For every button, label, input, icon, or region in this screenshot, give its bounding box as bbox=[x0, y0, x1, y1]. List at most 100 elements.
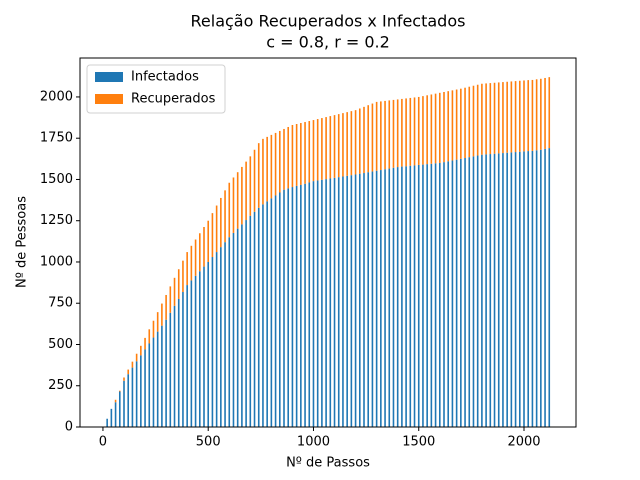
bar bbox=[527, 80, 530, 152]
bar bbox=[329, 116, 332, 179]
bar bbox=[278, 130, 281, 193]
bar bbox=[401, 166, 403, 428]
bar bbox=[224, 242, 226, 427]
bar bbox=[249, 156, 252, 216]
bar bbox=[371, 171, 374, 427]
x-tick-label: 500 bbox=[196, 435, 221, 450]
bar bbox=[401, 98, 403, 167]
bar bbox=[253, 149, 256, 212]
bar bbox=[375, 101, 378, 171]
bar bbox=[203, 226, 205, 267]
bar bbox=[291, 187, 294, 427]
bar bbox=[110, 408, 113, 427]
bar bbox=[451, 90, 454, 161]
bar bbox=[502, 82, 504, 154]
y-tick-label: 250 bbox=[48, 378, 73, 393]
bar bbox=[535, 79, 538, 151]
bar bbox=[531, 150, 534, 428]
bar bbox=[325, 117, 327, 180]
plot-frame bbox=[79, 57, 577, 428]
y-tick-label: 1250 bbox=[40, 213, 73, 228]
bar bbox=[283, 189, 285, 427]
bar bbox=[380, 170, 382, 427]
bar bbox=[531, 79, 534, 151]
bar bbox=[460, 88, 462, 159]
bar bbox=[460, 158, 462, 427]
bar bbox=[131, 361, 134, 368]
bar bbox=[241, 166, 243, 225]
bar bbox=[371, 103, 374, 172]
bar bbox=[367, 172, 370, 427]
y-tick-label: 1750 bbox=[40, 131, 73, 146]
bar bbox=[182, 260, 184, 293]
bar bbox=[506, 81, 508, 153]
bar bbox=[497, 82, 500, 154]
bar bbox=[405, 98, 407, 167]
bar bbox=[131, 367, 134, 427]
bar bbox=[140, 355, 142, 427]
bar bbox=[523, 80, 525, 152]
bar bbox=[502, 153, 504, 427]
bar bbox=[161, 303, 163, 326]
bar bbox=[257, 143, 260, 208]
bar bbox=[417, 96, 420, 165]
bar bbox=[241, 224, 243, 427]
bar bbox=[249, 215, 252, 427]
bar bbox=[468, 86, 471, 158]
bar bbox=[308, 121, 311, 183]
bar bbox=[417, 164, 420, 428]
y-tick-label: 500 bbox=[48, 337, 73, 352]
bar bbox=[308, 182, 311, 427]
bar bbox=[544, 148, 546, 427]
bar bbox=[304, 122, 306, 184]
bar bbox=[333, 177, 336, 427]
y-tick-label: 2000 bbox=[40, 89, 73, 104]
y-tick-label: 1500 bbox=[40, 172, 73, 187]
bar bbox=[123, 380, 125, 427]
bar bbox=[316, 119, 319, 181]
bar bbox=[152, 337, 155, 427]
bar bbox=[342, 176, 344, 427]
bar bbox=[443, 91, 445, 163]
bar bbox=[173, 305, 176, 427]
bar bbox=[363, 106, 365, 174]
bar bbox=[118, 391, 121, 427]
bar bbox=[165, 319, 167, 427]
bar bbox=[135, 361, 138, 427]
bar bbox=[363, 173, 365, 427]
bar bbox=[544, 77, 546, 149]
bar bbox=[472, 85, 475, 157]
legend-swatch bbox=[95, 94, 123, 104]
bar bbox=[266, 201, 268, 427]
bar bbox=[177, 269, 180, 299]
x-tick-label: 0 bbox=[99, 435, 107, 450]
bar bbox=[232, 177, 235, 233]
bar bbox=[135, 353, 138, 362]
bar bbox=[329, 178, 332, 427]
bar bbox=[438, 162, 441, 427]
bar bbox=[156, 312, 159, 332]
bar bbox=[476, 155, 479, 427]
bar bbox=[161, 325, 163, 427]
bar bbox=[430, 94, 433, 164]
legend-label: Recuperados bbox=[131, 92, 216, 107]
bar bbox=[413, 165, 416, 427]
bar bbox=[350, 175, 353, 427]
bar bbox=[278, 192, 281, 427]
bar bbox=[413, 97, 416, 166]
bar bbox=[489, 154, 492, 427]
y-axis-label: Nº de Pessoas bbox=[15, 196, 30, 288]
bar bbox=[409, 165, 412, 428]
bar bbox=[384, 100, 386, 170]
x-tick-label: 2000 bbox=[507, 435, 540, 450]
bar bbox=[287, 188, 290, 427]
bar bbox=[262, 204, 264, 427]
bar bbox=[518, 80, 521, 152]
bar bbox=[316, 180, 319, 427]
bar bbox=[464, 158, 466, 427]
bar bbox=[358, 173, 361, 427]
bar bbox=[455, 159, 458, 427]
bar bbox=[493, 82, 496, 154]
bar bbox=[354, 174, 357, 427]
